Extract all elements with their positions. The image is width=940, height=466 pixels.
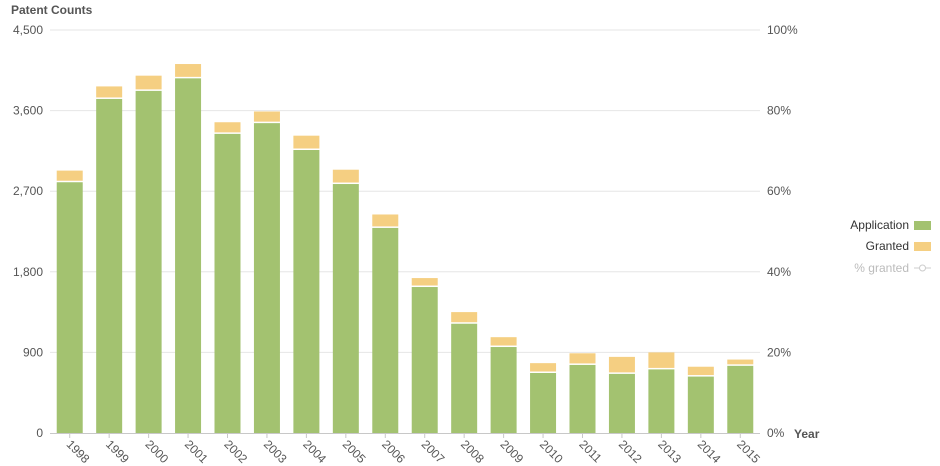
y-tick-label: 900 bbox=[23, 345, 43, 359]
y2-tick-label: 80% bbox=[767, 104, 791, 118]
bar-granted-1999[interactable] bbox=[96, 86, 122, 97]
x-tick-label: 2014 bbox=[695, 437, 724, 466]
bar-granted-2008[interactable] bbox=[451, 312, 477, 322]
legend-label[interactable]: Granted bbox=[866, 239, 909, 253]
bar-granted-2000[interactable] bbox=[136, 76, 162, 90]
legend-swatch[interactable] bbox=[914, 242, 931, 251]
x-axis-title: Year bbox=[794, 427, 820, 441]
x-tick-label: 2001 bbox=[182, 437, 211, 466]
x-tick-label: 1999 bbox=[103, 437, 132, 466]
y2-tick-label: 100% bbox=[767, 23, 798, 37]
x-tick-label: 2008 bbox=[458, 437, 487, 466]
y-tick-label: 0 bbox=[36, 426, 43, 440]
bar-application-2008[interactable] bbox=[451, 324, 477, 433]
bar-application-2014[interactable] bbox=[688, 377, 714, 433]
bar-application-2013[interactable] bbox=[648, 369, 674, 433]
x-tick-label: 2003 bbox=[261, 437, 290, 466]
bar-granted-2012[interactable] bbox=[609, 357, 635, 373]
x-tick-label: 2013 bbox=[655, 437, 684, 466]
x-tick-label: 2004 bbox=[300, 437, 329, 466]
bar-application-2009[interactable] bbox=[491, 347, 517, 433]
bar-application-2006[interactable] bbox=[372, 228, 398, 433]
bar-application-2012[interactable] bbox=[609, 374, 635, 433]
bar-application-2003[interactable] bbox=[254, 123, 280, 433]
bar-application-2015[interactable] bbox=[727, 366, 753, 433]
x-tick-label: 2002 bbox=[221, 437, 250, 466]
legend: Application Granted % granted bbox=[850, 218, 931, 275]
y-tick-label: 3,600 bbox=[13, 104, 43, 118]
y-tick-label: 2,700 bbox=[13, 184, 43, 198]
x-tick-label: 2011 bbox=[576, 437, 604, 465]
bar-granted-2013[interactable] bbox=[648, 352, 674, 368]
bar-application-2004[interactable] bbox=[293, 150, 319, 433]
bar-granted-2015[interactable] bbox=[727, 360, 753, 365]
legend-swatch[interactable] bbox=[914, 221, 931, 230]
bar-application-2005[interactable] bbox=[333, 184, 359, 433]
x-tick-label: 2010 bbox=[537, 437, 566, 466]
bar-granted-2006[interactable] bbox=[372, 214, 398, 226]
legend-marker-icon[interactable] bbox=[920, 265, 926, 271]
y2-tick-label: 0% bbox=[767, 426, 785, 440]
x-tick-label: 2015 bbox=[734, 437, 763, 466]
y2-tick-label: 20% bbox=[767, 345, 791, 359]
legend-label[interactable]: % granted bbox=[854, 261, 909, 275]
y-tick-label: 1,800 bbox=[13, 265, 43, 279]
bar-granted-2011[interactable] bbox=[570, 353, 596, 363]
bar-granted-1998[interactable] bbox=[57, 171, 83, 181]
bar-application-2001[interactable] bbox=[175, 78, 201, 433]
x-tick-label: 2009 bbox=[497, 437, 526, 466]
axes: 0 900 1,800 2,700 3,600 4,500 0% 20% 40% 60% 80% 10… bbox=[13, 23, 798, 466]
bar-granted-2007[interactable] bbox=[412, 278, 438, 285]
bar-application-1999[interactable] bbox=[96, 99, 122, 433]
bars bbox=[57, 64, 754, 433]
x-tick-label: 2007 bbox=[419, 437, 448, 466]
bar-application-1998[interactable] bbox=[57, 182, 83, 433]
bar-granted-2003[interactable] bbox=[254, 111, 280, 121]
bar-application-2000[interactable] bbox=[136, 91, 162, 433]
x-tick-label: 2012 bbox=[616, 437, 645, 466]
y2-tick-label: 40% bbox=[767, 265, 791, 279]
y2-tick-label: 60% bbox=[767, 184, 791, 198]
bar-granted-2001[interactable] bbox=[175, 64, 201, 77]
bar-granted-2005[interactable] bbox=[333, 170, 359, 183]
bar-granted-2010[interactable] bbox=[530, 363, 556, 371]
y-axis-title: Patent Counts bbox=[11, 3, 93, 17]
bar-granted-2002[interactable] bbox=[215, 122, 241, 132]
x-tick-label: 2006 bbox=[379, 437, 408, 466]
bar-granted-2009[interactable] bbox=[491, 337, 517, 345]
legend-label[interactable]: Application bbox=[850, 218, 909, 232]
bar-application-2010[interactable] bbox=[530, 373, 556, 433]
bar-application-2011[interactable] bbox=[570, 365, 596, 433]
x-tick-label: 2000 bbox=[142, 437, 171, 466]
y-tick-label: 4,500 bbox=[13, 23, 43, 37]
x-tick-label: 2005 bbox=[340, 437, 369, 466]
bar-granted-2004[interactable] bbox=[293, 136, 319, 149]
bar-granted-2014[interactable] bbox=[688, 367, 714, 375]
bar-application-2002[interactable] bbox=[215, 134, 241, 433]
bar-application-2007[interactable] bbox=[412, 287, 438, 433]
x-tick-label: 1998 bbox=[64, 437, 93, 466]
